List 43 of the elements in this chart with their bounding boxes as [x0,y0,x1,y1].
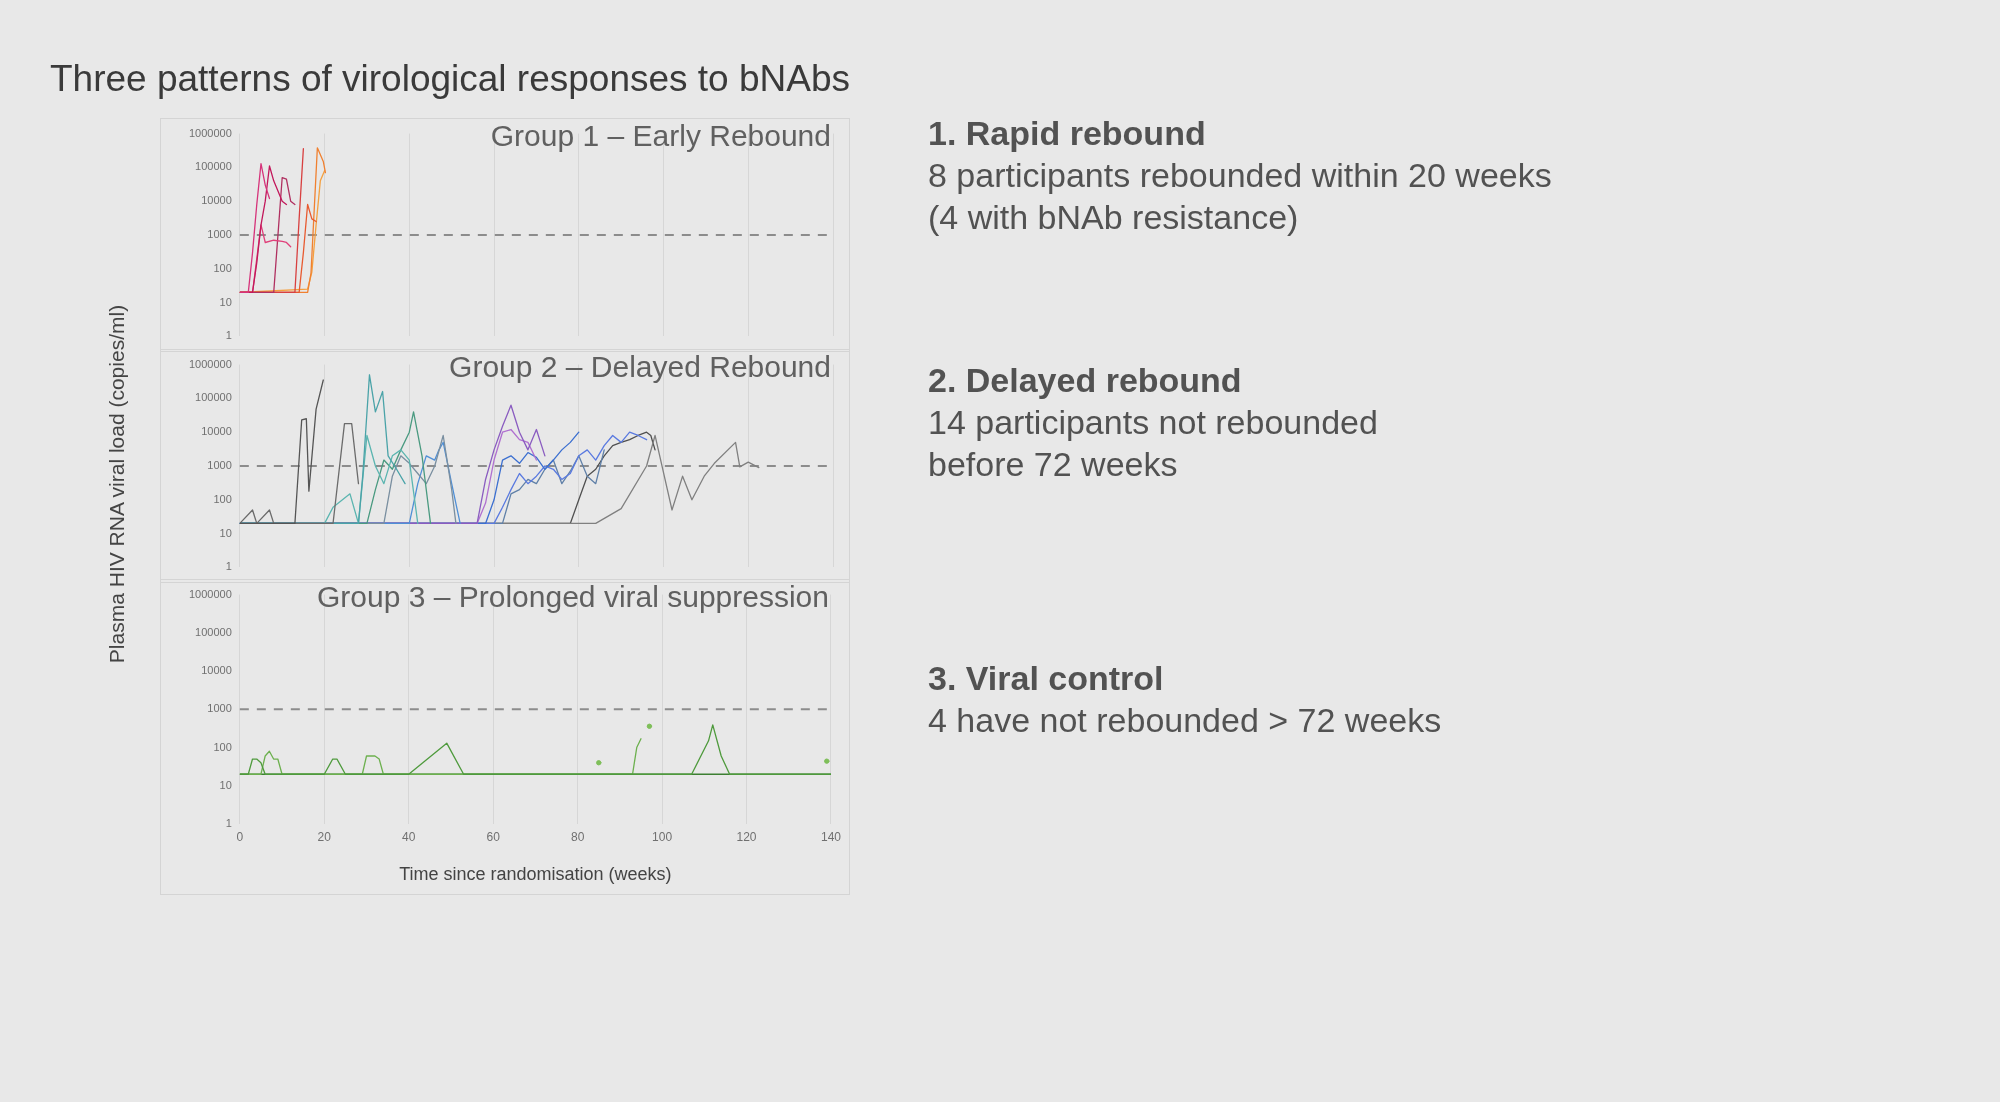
y-tick-label: 1 [225,560,232,573]
y-tick-label: 100 [213,492,232,505]
y-tick-label: 1000 [207,702,232,715]
y-tick-label: 1000000 [189,126,232,139]
y-tick-label: 10000 [201,664,232,677]
text: before 72 weeks [928,444,1179,485]
y-tick-label: 1000000 [189,587,232,600]
y-axis-title: Plasma HIV RNA viral load (copies/ml) [105,304,129,664]
text: (4 with bNAb resistance) [928,197,1300,238]
text: 3. Viral control [928,658,1165,699]
x-axis-title: Time since randomisation (weeks) [399,864,672,885]
x-tick-label: 80 [570,829,585,844]
y-tick-label: 10 [219,526,232,539]
y-tick-label: 10000 [201,425,232,438]
chart-title: Group 3 – Prolonged viral suppression [317,579,829,613]
y-tick-label: 10 [219,295,232,308]
y-tick-label: 100 [213,261,232,274]
y-tick-label: 100 [213,740,232,753]
y-tick-label: 10000 [201,194,232,207]
y-tick-label: 10 [219,778,232,791]
x-tick-label: 40 [402,829,416,844]
text: 14 participants not rebounded [928,402,1378,443]
y-tick-label: 1000 [207,228,232,241]
y-tick-label: 100000 [195,160,232,173]
x-tick-label: 100 [652,829,673,844]
y-tick-label: 100000 [195,625,232,638]
text: Three patterns of virological responses to bNAbs [50,57,851,101]
x-tick-label: 20 [317,829,332,844]
text: 8 participants rebounded within 20 weeks [928,155,1552,196]
y-tick-label: 1 [225,329,232,342]
y-tick-label: 1000000 [189,357,232,370]
x-tick-label: 0 [236,829,244,844]
chart-title: Group 1 – Early Rebound [490,118,831,152]
x-tick-label: 140 [820,829,842,844]
chart-title: Group 2 – Delayed Rebound [449,349,831,383]
text: 4 have not rebounded > 72 weeks [928,700,1442,741]
x-tick-label: 60 [486,829,501,844]
y-tick-label: 1000 [207,459,232,472]
text: 1. Rapid rebound [928,113,1207,154]
y-tick-label: 100000 [195,391,232,404]
y-tick-label: 1 [225,817,232,830]
x-tick-label: 120 [736,829,757,844]
text: 2. Delayed rebound [928,360,1243,401]
